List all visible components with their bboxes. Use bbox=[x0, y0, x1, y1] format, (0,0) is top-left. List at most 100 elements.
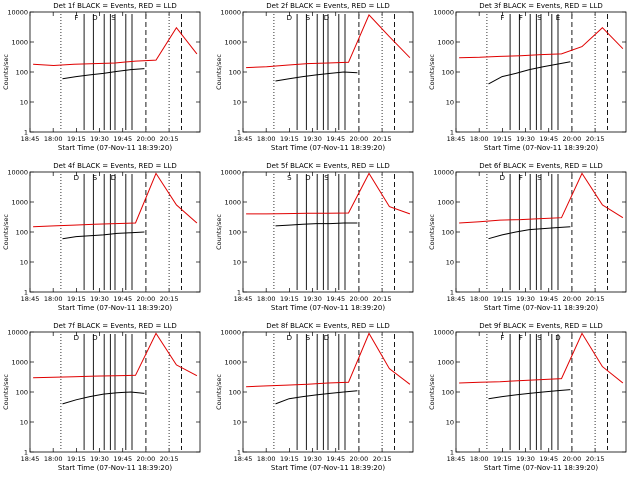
x-tick-label: 19:45 bbox=[326, 455, 345, 463]
series-line-lld bbox=[459, 332, 624, 384]
y-tick-label: 100 bbox=[229, 69, 241, 77]
x-tick-label: 20:15 bbox=[373, 135, 392, 143]
marker-letter: D bbox=[500, 174, 505, 182]
y-tick-label: 10 bbox=[446, 259, 454, 267]
y-tick-label: 1 bbox=[450, 129, 454, 137]
x-axis-label: Start Time (07-Nov-11 18:39:20) bbox=[484, 144, 598, 152]
marker-letter: D bbox=[74, 174, 79, 182]
x-tick-label: 18:00 bbox=[44, 135, 63, 143]
marker-letter: D bbox=[287, 334, 292, 342]
x-tick-label: 18:45 bbox=[234, 135, 253, 143]
x-tick-label: 19:15 bbox=[493, 455, 512, 463]
y-tick-label: 10000 bbox=[220, 169, 241, 177]
y-tick-label: 100 bbox=[229, 389, 241, 397]
y-axis-label: Counts/sec bbox=[428, 374, 436, 410]
x-tick-label: 18:45 bbox=[447, 455, 466, 463]
x-tick-label: 19:15 bbox=[493, 295, 512, 303]
x-tick-label: 18:00 bbox=[257, 135, 276, 143]
y-tick-label: 1 bbox=[237, 289, 241, 297]
marker-letter: F bbox=[519, 14, 523, 22]
y-axis-label: Counts/sec bbox=[2, 54, 10, 90]
x-tick-label: 19:30 bbox=[90, 135, 109, 143]
x-tick-label: 19:15 bbox=[493, 135, 512, 143]
x-tick-label: 19:15 bbox=[67, 455, 86, 463]
chart-panel-1: Det 1f BLACK = Events, RED = LLD 1 10 100 10… bbox=[2, 2, 201, 152]
y-tick-label: 100 bbox=[442, 229, 454, 237]
y-tick-label: 10000 bbox=[7, 169, 28, 177]
x-tick-label: 20:15 bbox=[373, 295, 392, 303]
series-line-events bbox=[275, 222, 358, 227]
x-axis-label: Start Time (07-Nov-11 18:39:20) bbox=[58, 304, 172, 312]
y-axis-label: Counts/sec bbox=[215, 374, 223, 410]
x-tick-label: 19:30 bbox=[303, 295, 322, 303]
x-tick-label: 18:00 bbox=[257, 455, 276, 463]
y-tick-label: 10 bbox=[20, 419, 28, 427]
y-tick-label: 1000 bbox=[437, 39, 454, 47]
y-tick-label: 10000 bbox=[433, 9, 454, 17]
x-tick-label: 18:00 bbox=[257, 295, 276, 303]
series-line-events bbox=[275, 390, 358, 405]
y-tick-label: 10 bbox=[446, 99, 454, 107]
series-line-events bbox=[62, 231, 145, 240]
marker-letter: D bbox=[555, 334, 560, 342]
chart-title: Det 9f BLACK = Events, RED = LLD bbox=[479, 322, 602, 330]
chart-panel-8: Det 8f BLACK = Events, RED = LLD 1 10 100 10… bbox=[215, 322, 414, 472]
x-tick-label: 20:15 bbox=[586, 455, 605, 463]
y-tick-label: 10000 bbox=[220, 329, 241, 337]
x-tick-label: 18:00 bbox=[44, 295, 63, 303]
x-tick-label: 19:30 bbox=[516, 295, 535, 303]
y-tick-label: 1 bbox=[24, 129, 28, 137]
chart-title: Det 6f BLACK = Events, RED = LLD bbox=[479, 162, 602, 170]
chart-panel-7: Det 7f BLACK = Events, RED = LLD 1 10 100 10… bbox=[2, 322, 201, 472]
x-tick-label: 19:30 bbox=[303, 455, 322, 463]
x-tick-label: 19:30 bbox=[516, 455, 535, 463]
x-tick-label: 20:00 bbox=[563, 455, 582, 463]
x-tick-label: 20:00 bbox=[563, 295, 582, 303]
marker-letter: D bbox=[92, 334, 97, 342]
x-tick-label: 20:15 bbox=[160, 295, 179, 303]
marker-letter: D bbox=[305, 174, 310, 182]
series-line-events bbox=[488, 61, 571, 85]
y-tick-label: 1000 bbox=[11, 359, 28, 367]
series-line-lld bbox=[459, 27, 624, 59]
y-tick-label: 100 bbox=[16, 389, 28, 397]
y-tick-label: 1 bbox=[450, 289, 454, 297]
marker-letter: D bbox=[92, 14, 97, 22]
x-tick-label: 19:45 bbox=[539, 135, 558, 143]
chart-title: Det 8f BLACK = Events, RED = LLD bbox=[266, 322, 389, 330]
x-tick-label: 18:00 bbox=[470, 455, 489, 463]
x-tick-label: 19:15 bbox=[280, 455, 299, 463]
x-tick-label: 18:45 bbox=[447, 135, 466, 143]
x-tick-label: 18:00 bbox=[470, 295, 489, 303]
x-tick-label: 20:15 bbox=[160, 455, 179, 463]
y-tick-label: 1000 bbox=[437, 199, 454, 207]
x-tick-label: 18:00 bbox=[44, 455, 63, 463]
x-axis-label: Start Time (07-Nov-11 18:39:20) bbox=[484, 464, 598, 472]
y-tick-label: 100 bbox=[442, 389, 454, 397]
chart-title: Det 4f BLACK = Events, RED = LLD bbox=[53, 162, 176, 170]
y-tick-label: 100 bbox=[229, 229, 241, 237]
x-tick-label: 20:15 bbox=[586, 295, 605, 303]
x-tick-label: 18:45 bbox=[234, 455, 253, 463]
x-tick-label: 18:45 bbox=[447, 295, 466, 303]
x-tick-label: 19:45 bbox=[113, 295, 132, 303]
x-tick-label: 20:15 bbox=[586, 135, 605, 143]
x-tick-label: 19:30 bbox=[516, 135, 535, 143]
y-tick-label: 1000 bbox=[224, 359, 241, 367]
chart-panel-3: Det 3f BLACK = Events, RED = LLD 1 10 100 10… bbox=[428, 2, 627, 152]
marker-letter: S bbox=[287, 174, 292, 182]
y-tick-label: 10000 bbox=[433, 169, 454, 177]
series-line-lld bbox=[33, 332, 198, 379]
y-tick-label: 10 bbox=[233, 99, 241, 107]
marker-letter: F bbox=[500, 334, 504, 342]
series-line-events bbox=[62, 68, 145, 80]
x-axis-label: Start Time (07-Nov-11 18:39:20) bbox=[484, 304, 598, 312]
y-tick-label: 1000 bbox=[11, 39, 28, 47]
y-tick-label: 10 bbox=[20, 259, 28, 267]
y-tick-label: 1 bbox=[450, 449, 454, 457]
series-line-events bbox=[275, 71, 358, 82]
x-tick-label: 20:00 bbox=[350, 295, 369, 303]
y-tick-label: 10 bbox=[446, 419, 454, 427]
x-axis-label: Start Time (07-Nov-11 18:39:20) bbox=[58, 144, 172, 152]
